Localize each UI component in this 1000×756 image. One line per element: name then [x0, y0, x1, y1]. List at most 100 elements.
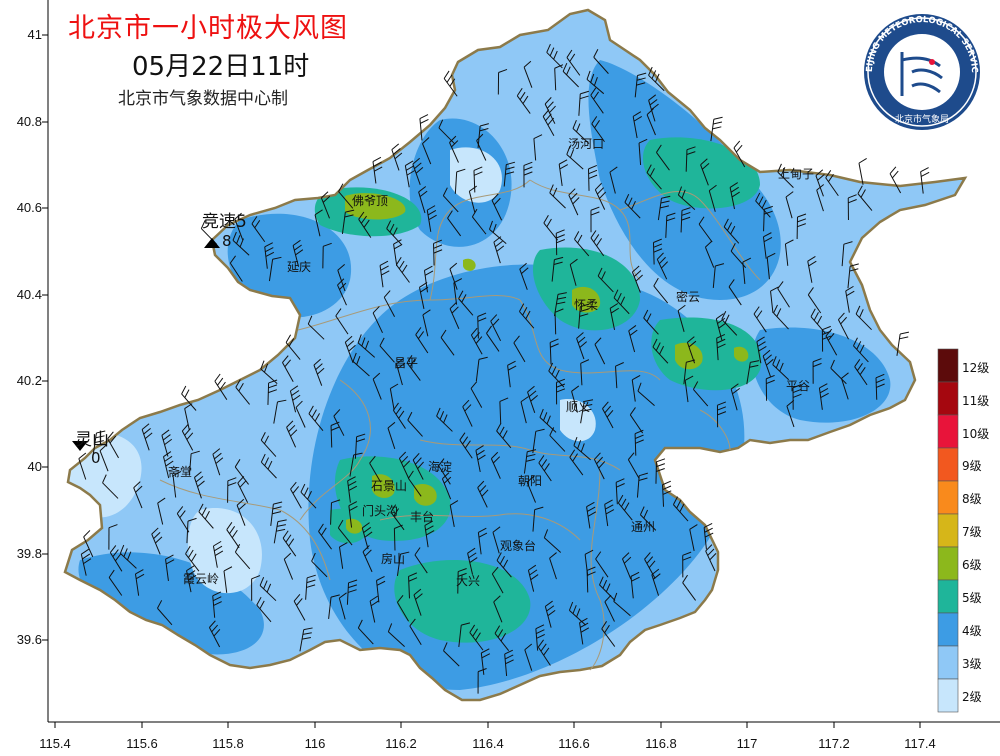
wind-barb — [299, 627, 313, 652]
wind-barb-feather — [535, 428, 545, 432]
wind-barb-staff — [337, 284, 347, 306]
wind-barb-feather — [637, 382, 642, 392]
wind-barb — [443, 642, 460, 667]
wind-barb — [593, 49, 609, 74]
wind-barb — [386, 220, 403, 246]
wind-barb-feather — [646, 108, 654, 116]
wind-barb — [580, 359, 590, 386]
wind-barb-feather — [729, 182, 738, 188]
wind-barb-feather — [686, 359, 696, 363]
wind-barb-feather — [583, 404, 593, 407]
wind-barb-staff — [398, 458, 410, 479]
wind-barb-staff — [558, 164, 563, 186]
wind-barb — [354, 433, 366, 459]
wind-barb-staff — [646, 114, 656, 136]
wind-barb — [157, 600, 173, 626]
wind-barb — [594, 337, 606, 365]
wind-barb — [708, 184, 717, 212]
wind-barb-staff — [554, 68, 557, 91]
wind-barb-feather — [492, 318, 500, 326]
wind-barb-feather — [419, 282, 428, 288]
wind-barb-staff — [344, 342, 354, 363]
wind-barb-feather — [479, 485, 487, 493]
wind-barb — [80, 548, 92, 576]
wind-barb-feather — [601, 271, 606, 280]
legend-label-12: 12级 — [962, 361, 990, 375]
wind-barb-feather — [587, 506, 596, 512]
wind-barb-feather — [188, 549, 194, 558]
wind-barb-feather — [558, 159, 568, 165]
wind-barb — [449, 135, 459, 163]
wind-barb-staff — [597, 275, 614, 293]
wind-barb-staff — [376, 580, 380, 603]
wind-barb-feather — [393, 508, 399, 517]
wind-barb — [777, 281, 790, 308]
wind-barb-feather — [217, 377, 224, 386]
wind-barb-feather — [422, 309, 431, 316]
wind-barb-staff — [447, 217, 462, 237]
wind-barb-feather — [766, 358, 774, 366]
wind-barb — [549, 427, 566, 452]
wind-barb-feather — [568, 601, 574, 611]
wind-barb — [408, 572, 418, 599]
wind-barb-staff — [458, 625, 462, 648]
wind-barb-feather — [649, 99, 658, 106]
wind-barb-feather — [631, 200, 636, 210]
wind-barb-feather — [891, 170, 899, 179]
wind-barb-feather — [276, 524, 286, 527]
wind-barb-staff — [83, 536, 94, 558]
wind-barb-feather — [395, 256, 402, 266]
wind-barb — [349, 452, 363, 477]
wind-barb — [376, 575, 386, 603]
wind-barb-feather — [364, 531, 373, 538]
wind-barb-staff — [543, 222, 559, 241]
logo-emblem-icon — [900, 52, 943, 96]
wind-barb — [449, 302, 460, 330]
wind-barb-feather — [615, 362, 624, 367]
wind-barb-feather — [412, 452, 420, 461]
wind-barb-staff — [354, 436, 358, 459]
wind-barb — [369, 455, 382, 483]
wind-barb-staff — [698, 223, 713, 243]
place-label-chaoyang: 朝阳 — [518, 474, 543, 488]
place-label-pinggu: 平谷 — [786, 379, 811, 393]
wind-barb — [527, 564, 539, 592]
wind-barb-staff — [746, 362, 751, 385]
wind-barb — [108, 569, 123, 596]
wind-barb-feather — [597, 187, 604, 195]
wind-barb-feather — [692, 381, 699, 390]
wind-barb-staff — [786, 405, 795, 428]
wind-barb-feather — [776, 308, 782, 317]
wind-barb-feather — [357, 619, 363, 629]
wind-barb-feather — [412, 157, 420, 165]
wind-barb-feather — [265, 251, 275, 257]
wind-barb-feather — [856, 341, 862, 350]
wind-barb-feather — [234, 212, 242, 220]
wind-barb-feather — [197, 480, 205, 488]
wind-barb — [78, 452, 87, 480]
wind-barb-feather — [653, 248, 663, 253]
wind-barb-staff — [523, 66, 533, 88]
wind-barb-feather — [333, 409, 341, 417]
wind-barb-feather — [302, 632, 312, 635]
wind-barb-staff — [875, 377, 878, 400]
wind-barb-feather — [133, 481, 141, 489]
wind-barb-staff — [237, 482, 249, 503]
wind-barb — [677, 186, 696, 210]
wind-barb-feather — [569, 258, 578, 265]
wind-barb-feather — [677, 304, 686, 312]
wind-barb — [896, 331, 910, 356]
wind-barb-staff — [234, 218, 244, 240]
wind-barb-feather — [601, 621, 608, 630]
wind-barb-feather — [449, 135, 457, 143]
wind-barb-staff — [412, 459, 424, 480]
wind-barb-staff — [468, 191, 476, 213]
wind-barb-feather — [820, 392, 829, 399]
wind-barb-feather — [405, 165, 415, 171]
wind-barb-staff — [338, 597, 346, 620]
wind-barb-feather — [330, 421, 340, 426]
wind-barb-staff — [889, 173, 902, 194]
wind-barb-feather — [179, 510, 186, 519]
wind-barb — [493, 236, 505, 264]
wind-barb-staff — [477, 532, 482, 555]
